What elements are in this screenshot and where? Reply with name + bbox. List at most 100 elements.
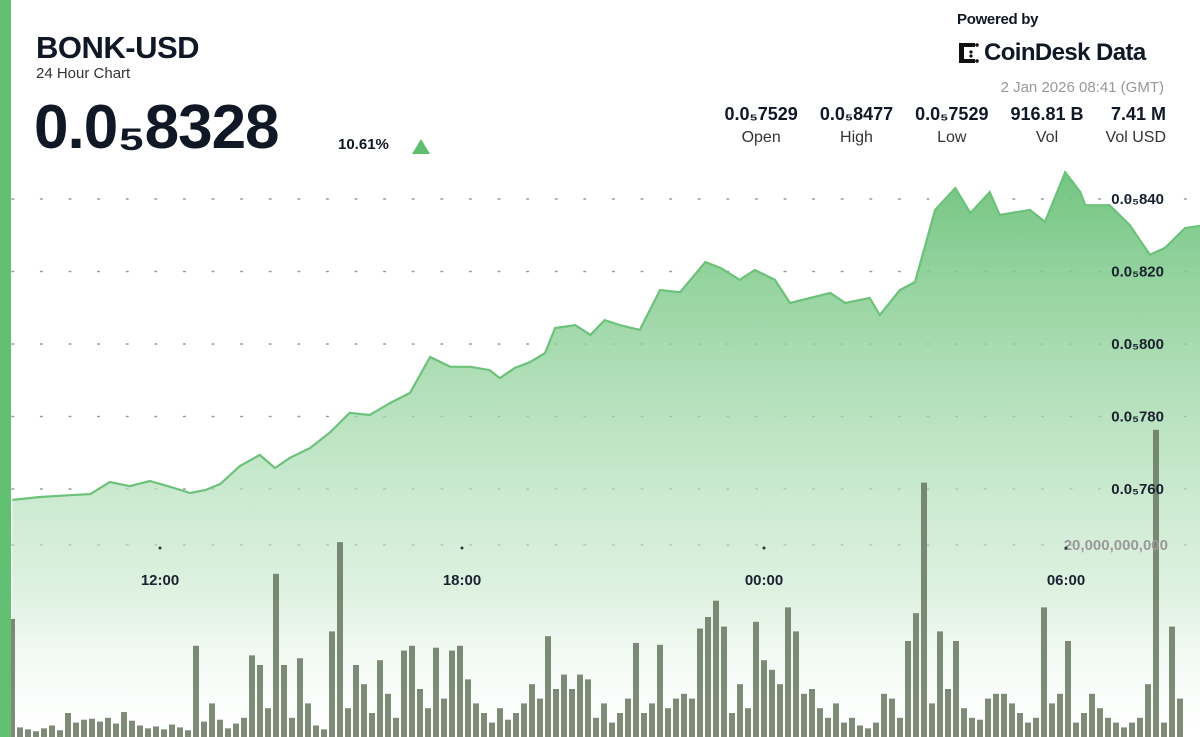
volume-bar xyxy=(449,650,455,737)
volume-bar xyxy=(1049,703,1055,737)
stat-vol-usd: 7.41 M Vol USD xyxy=(1106,104,1166,147)
stat-label: High xyxy=(840,129,873,146)
volume-bar xyxy=(1065,641,1071,737)
volume-bar xyxy=(985,698,991,737)
volume-bar xyxy=(273,573,279,737)
price-tick-label: 0.0₅820 xyxy=(1111,264,1164,281)
volume-bar xyxy=(697,628,703,737)
x-tick-mark xyxy=(762,546,766,550)
volume-bar xyxy=(1177,698,1183,737)
volume-bar xyxy=(177,727,183,737)
x-tick-mark xyxy=(1064,546,1068,550)
volume-bar xyxy=(1129,722,1135,737)
x-tick-label: 06:00 xyxy=(1047,572,1085,589)
volume-bar xyxy=(313,725,319,737)
volume-bar xyxy=(673,698,679,737)
volume-bar xyxy=(601,703,607,737)
volume-bar xyxy=(785,607,791,737)
volume-bar xyxy=(801,693,807,737)
stat-label: Vol USD xyxy=(1105,129,1166,146)
volume-bar xyxy=(49,725,55,737)
stat-value: 0.0₅7529 xyxy=(915,104,989,124)
volume-bar xyxy=(337,542,343,737)
volume-bar xyxy=(89,718,95,737)
volume-bar xyxy=(569,689,575,737)
stat-value: 916.81 B xyxy=(1010,104,1084,124)
volume-bar xyxy=(769,669,775,737)
volume-bar xyxy=(169,724,175,737)
volume-bar xyxy=(777,684,783,737)
volume-bar xyxy=(889,698,895,737)
volume-bar xyxy=(857,725,863,737)
volume-bar xyxy=(945,689,951,737)
volume-bar xyxy=(1137,717,1143,737)
price-tick-label: 0.0₅800 xyxy=(1111,336,1164,353)
volume-bar xyxy=(1057,693,1063,737)
volume-bar xyxy=(617,713,623,737)
volume-bar xyxy=(969,717,975,737)
volume-bar xyxy=(497,708,503,737)
volume-bar xyxy=(1169,626,1175,737)
volume-tick-label: 20,000,000,000 xyxy=(1064,537,1168,554)
volume-bar xyxy=(873,722,879,737)
stat-label: Low xyxy=(937,129,967,146)
volume-bar xyxy=(1073,722,1079,737)
volume-bar xyxy=(865,728,871,737)
volume-bar xyxy=(417,689,423,737)
volume-bar xyxy=(1025,722,1031,737)
volume-bar xyxy=(593,717,599,737)
volume-bar xyxy=(921,482,927,737)
price-tick-label: 0.0₅760 xyxy=(1111,481,1164,498)
volume-bar xyxy=(649,703,655,737)
volume-bar xyxy=(761,660,767,737)
volume-bar xyxy=(1145,684,1151,737)
volume-bar xyxy=(81,719,87,737)
volume-bar xyxy=(225,728,231,737)
chart-subtitle: 24 Hour Chart xyxy=(36,65,131,82)
volume-bar xyxy=(665,708,671,737)
price-area xyxy=(12,172,1200,737)
volume-bar xyxy=(281,665,287,737)
volume-bar xyxy=(145,728,151,737)
volume-bar xyxy=(561,674,567,737)
volume-bar xyxy=(377,660,383,737)
volume-bar xyxy=(41,728,47,737)
x-tick-label: 00:00 xyxy=(745,572,783,589)
x-tick-label: 12:00 xyxy=(141,572,179,589)
volume-bar xyxy=(185,730,191,737)
volume-bar xyxy=(385,693,391,737)
x-tick-label: 18:00 xyxy=(443,572,481,589)
volume-bar xyxy=(345,708,351,737)
volume-bar xyxy=(689,698,695,737)
volume-bar xyxy=(289,717,295,737)
volume-bar xyxy=(705,617,711,737)
volume-bar xyxy=(97,721,103,737)
price-line xyxy=(12,169,1200,501)
volume-bar xyxy=(1113,722,1119,737)
coindesk-logo: CoinDesk Data xyxy=(958,39,1146,67)
volume-bar xyxy=(1105,717,1111,737)
volume-bar xyxy=(625,698,631,737)
volume-bar xyxy=(977,719,983,737)
volume-bar xyxy=(433,647,439,737)
volume-bar xyxy=(1001,693,1007,737)
volume-bar xyxy=(993,693,999,737)
volume-bar xyxy=(841,722,847,737)
volume-bar xyxy=(1161,722,1167,737)
stat-low: 0.0₅7529 Low xyxy=(915,104,988,147)
volume-bar xyxy=(1081,713,1087,737)
volume-bar xyxy=(1009,703,1015,737)
volume-bar xyxy=(329,631,335,737)
volume-bar xyxy=(9,618,15,737)
volume-bar xyxy=(33,731,39,737)
volume-bar xyxy=(1089,693,1095,737)
volume-bar xyxy=(161,729,167,737)
volume-bar xyxy=(409,645,415,737)
volume-bar xyxy=(217,719,223,737)
volume-bar xyxy=(529,684,535,737)
brand-name: CoinDesk Data xyxy=(984,39,1146,66)
volume-bar xyxy=(209,703,215,737)
volume-bar xyxy=(401,650,407,737)
volume-bar xyxy=(609,722,615,737)
